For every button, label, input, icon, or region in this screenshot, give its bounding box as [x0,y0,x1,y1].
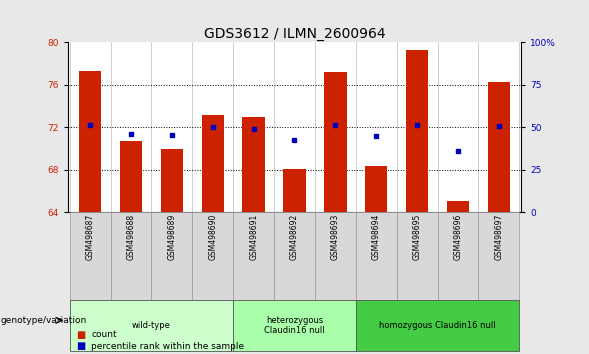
Bar [111,212,151,300]
Text: GSM498687: GSM498687 [86,214,95,260]
Text: GSM498695: GSM498695 [412,214,422,260]
Text: heterozygous
Claudin16 null: heterozygous Claudin16 null [264,316,325,335]
Text: GSM498688: GSM498688 [127,214,135,260]
Bar [365,166,388,212]
Text: percentile rank within the sample: percentile rank within the sample [91,342,244,351]
Bar [70,212,111,300]
Bar [324,72,346,212]
Text: GSM498696: GSM498696 [454,214,462,260]
Text: GSM498693: GSM498693 [331,214,340,260]
Bar [233,212,274,300]
Bar [151,212,193,300]
Bar [396,212,438,300]
Text: GSM498692: GSM498692 [290,214,299,260]
Text: ■: ■ [77,330,86,339]
Bar [201,115,224,212]
Bar [161,149,183,212]
Text: GSM498689: GSM498689 [167,214,177,260]
Title: GDS3612 / ILMN_2600964: GDS3612 / ILMN_2600964 [204,28,385,41]
Bar [356,300,519,351]
Bar [283,169,306,212]
Bar [446,201,469,212]
Bar [243,117,265,212]
Bar [488,82,510,212]
Text: GSM498694: GSM498694 [372,214,380,260]
Bar [315,212,356,300]
Text: wild-type: wild-type [132,321,171,330]
Bar [274,212,315,300]
Text: GSM498691: GSM498691 [249,214,258,260]
Text: genotype/variation: genotype/variation [1,316,87,325]
Bar [233,300,356,351]
Bar [79,71,101,212]
Text: count: count [91,330,117,339]
Text: ■: ■ [77,341,86,351]
Bar [356,212,396,300]
Text: GSM498697: GSM498697 [494,214,503,260]
Bar [120,141,143,212]
Bar [193,212,233,300]
Bar [406,50,428,212]
Bar [70,300,233,351]
Text: homozygous Claudin16 null: homozygous Claudin16 null [379,321,496,330]
Bar [478,212,519,300]
Bar [438,212,478,300]
Text: GSM498690: GSM498690 [209,214,217,260]
